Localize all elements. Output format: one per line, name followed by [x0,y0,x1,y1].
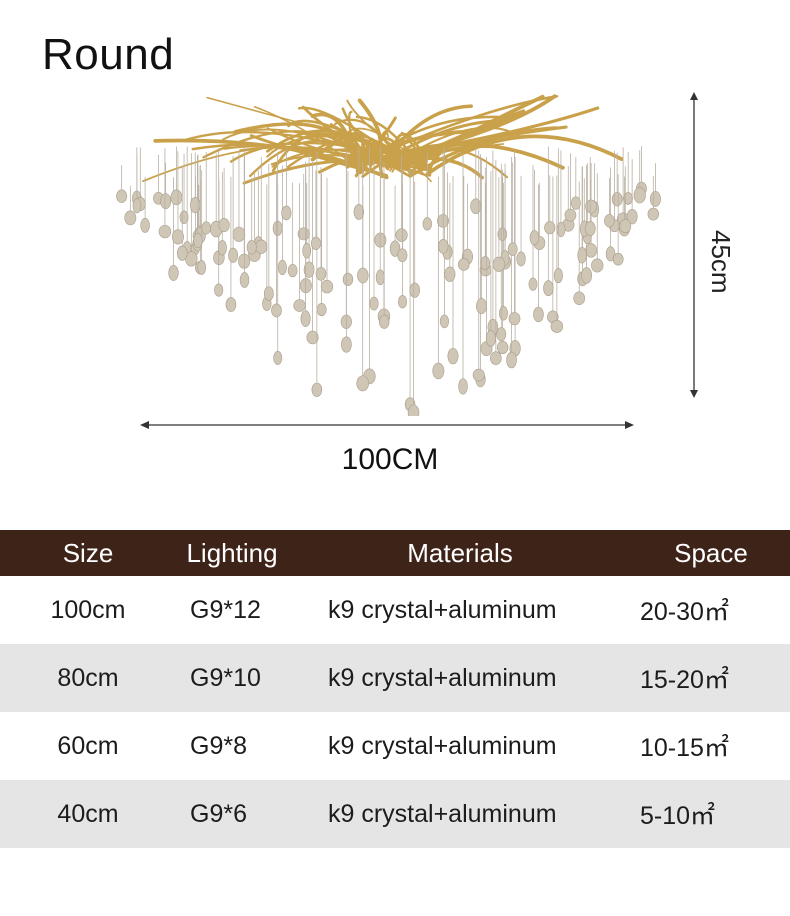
table-row: 100cm G9*12 k9 crystal+aluminum 20-30㎡ [0,576,790,644]
column-header-space: Space [632,530,790,576]
size-cell: 60cm [57,731,119,760]
specs-table: Size Lighting Materials Space 100cm G9*1… [0,530,790,848]
lighting-cell: G9*6 [176,780,288,848]
width-dimension-arrow [140,421,634,429]
crystal-chandelier-image [116,94,661,416]
page-title: Round [42,30,175,79]
lighting-cell: G9*10 [176,644,288,712]
width-dimension-label: 100CM [341,443,439,476]
materials-cell: k9 crystal+aluminum [328,595,557,624]
column-header-materials: Materials [288,530,632,576]
height-dimension-label: 45cm [706,230,736,294]
table-header-row: Size Lighting Materials Space [0,530,790,576]
table-row: 80cm G9*10 k9 crystal+aluminum 15-20㎡ [0,644,790,712]
column-header-size: Size [0,530,176,576]
size-cell: 80cm [0,644,176,712]
space-cell: 15-20㎡ [632,644,790,712]
materials-cell: k9 crystal+aluminum [328,731,557,760]
size-cell: 40cm [0,780,176,848]
space-cell: 5-10㎡ [632,780,790,848]
height-dimension-arrow [690,92,698,398]
size-cell: 100cm [50,595,126,624]
materials-cell: k9 crystal+aluminum [288,780,632,848]
lighting-cell: G9*12 [190,595,261,624]
materials-cell: k9 crystal+aluminum [288,644,632,712]
table-row: 40cm G9*6 k9 crystal+aluminum 5-10㎡ [0,780,790,848]
space-cell: 20-30㎡ [640,598,729,626]
column-header-lighting: Lighting [176,530,288,576]
lighting-cell: G9*8 [190,731,247,760]
space-cell: 10-15㎡ [640,734,729,762]
table-row: 60cm G9*8 k9 crystal+aluminum 10-15㎡ [0,712,790,780]
